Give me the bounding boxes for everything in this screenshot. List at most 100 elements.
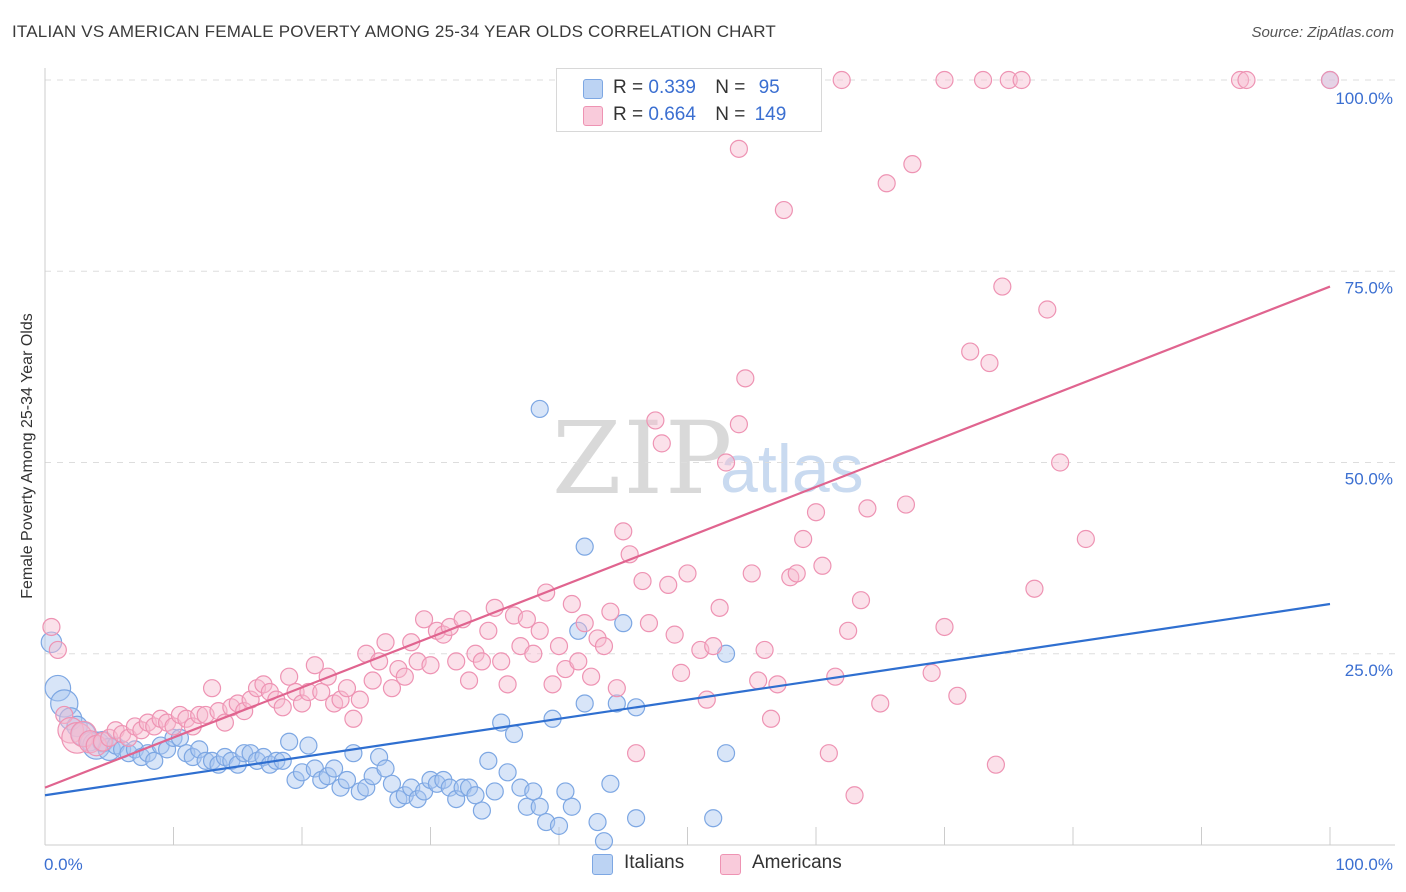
italians-point <box>344 744 363 763</box>
italians-point <box>601 774 620 793</box>
americans-point <box>337 679 357 698</box>
italians-point <box>299 736 318 755</box>
americans-point <box>1051 453 1070 472</box>
tick-labels: 25.0% 50.0% 75.0% 100.0% 0.0% 100.0% <box>44 89 1393 874</box>
italians-point <box>357 778 376 797</box>
americans-point <box>530 621 549 640</box>
y-tick-label: 50.0% <box>1345 470 1393 489</box>
italians-point <box>145 751 164 770</box>
legend-swatch-italians <box>583 79 603 99</box>
americans-point <box>646 411 665 430</box>
americans-point <box>414 610 434 629</box>
legend-r-label: R = <box>613 104 644 125</box>
americans-point <box>742 564 761 583</box>
y-tick-label: 75.0% <box>1345 278 1393 297</box>
americans-point <box>292 694 312 713</box>
italians-point <box>704 809 723 828</box>
americans-point <box>350 690 369 709</box>
americans-point <box>479 621 498 640</box>
americans-point <box>858 499 877 518</box>
legend-row-americans: R = 0.664 N = 149 <box>557 102 817 128</box>
italians-point <box>190 740 209 759</box>
americans-point <box>299 682 318 702</box>
italians-point <box>575 694 594 713</box>
italians-point <box>530 399 549 419</box>
americans-point <box>806 503 826 522</box>
italians-point <box>716 744 736 763</box>
americans-point <box>961 342 980 361</box>
legend: R = 0.339 N = 95 R = 0.664 N = 149 <box>556 68 822 132</box>
americans-point <box>55 705 74 725</box>
italians-trend-line <box>44 602 1331 797</box>
legend-n-label: N = <box>715 104 746 125</box>
italians-point <box>588 812 607 832</box>
americans-point <box>498 675 517 694</box>
americans-point <box>305 656 324 675</box>
americans-point <box>395 667 414 686</box>
americans-point <box>761 709 781 728</box>
americans-point <box>729 139 749 158</box>
axes <box>44 68 1395 846</box>
americans-point <box>48 640 67 660</box>
legend-swatch-americans <box>583 106 603 126</box>
italians-point <box>376 759 395 778</box>
americans-point <box>710 598 729 617</box>
americans-point <box>813 556 832 575</box>
italians-point <box>530 797 549 816</box>
americans-points <box>42 70 1340 805</box>
americans-point <box>549 636 569 656</box>
americans-point <box>1025 579 1044 598</box>
italians-point <box>556 782 575 801</box>
bottom-legend-label-americans: Americans <box>752 852 842 873</box>
italians-point <box>472 801 491 820</box>
americans-point <box>569 652 588 671</box>
italians-point <box>485 782 504 801</box>
americans-point <box>633 571 652 591</box>
italians-points <box>40 70 1340 851</box>
americans-point <box>421 656 440 675</box>
americans-trend-line <box>44 285 1331 789</box>
americans-point <box>1320 70 1340 90</box>
americans-point <box>492 652 511 671</box>
italians-point <box>337 770 357 790</box>
americans-point <box>376 633 395 652</box>
italians-point <box>466 786 485 805</box>
americans-point <box>794 529 813 549</box>
americans-point <box>312 682 331 702</box>
americans-point <box>716 453 736 472</box>
americans-point <box>832 70 851 90</box>
watermark-zip: ZIP <box>552 400 735 517</box>
americans-point <box>1076 529 1095 549</box>
watermark-atlas: atlas <box>720 431 864 507</box>
americans-point <box>671 663 691 682</box>
americans-point <box>697 690 716 709</box>
italians-point <box>626 809 646 828</box>
x-tick-label: 0.0% <box>44 855 83 874</box>
italians-point <box>280 732 299 751</box>
americans-point <box>903 155 922 174</box>
italians-point <box>479 751 498 770</box>
americans-point <box>190 705 209 725</box>
americans-point <box>845 786 864 805</box>
americans-point <box>344 709 363 728</box>
americans-point <box>575 614 594 633</box>
americans-point <box>999 70 1018 90</box>
americans-point <box>594 636 614 656</box>
americans-point <box>986 755 1006 774</box>
italians-point <box>614 614 633 633</box>
americans-point <box>851 591 871 610</box>
americans-point <box>273 698 292 717</box>
italians-point <box>549 816 569 835</box>
americans-point <box>280 667 299 686</box>
italians-point <box>382 774 402 793</box>
bottom-legend-italians: Italians <box>592 852 684 875</box>
americans-point <box>749 671 768 690</box>
americans-point <box>639 614 659 633</box>
americans-point <box>363 671 382 690</box>
americans-point <box>980 353 999 373</box>
legend-r-value-italians: 0.339 <box>648 77 696 98</box>
americans-point <box>896 495 916 514</box>
bottom-legend-americans: Americans <box>720 852 842 875</box>
italians-point <box>517 797 536 816</box>
x-tick-label: 100.0% <box>1335 855 1393 874</box>
